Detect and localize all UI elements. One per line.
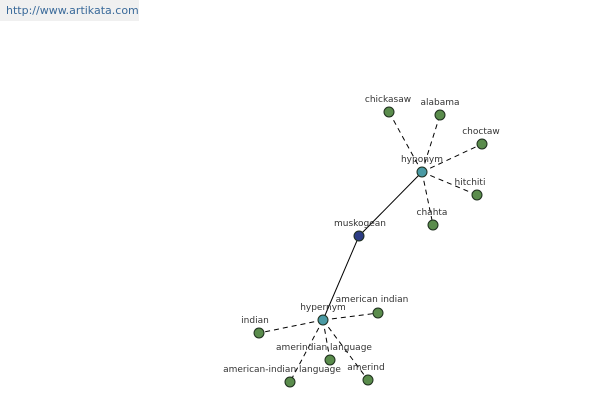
- node: [324, 354, 336, 366]
- node: [253, 327, 265, 339]
- node-label: amerind: [347, 363, 384, 373]
- node-label: american-indian language: [223, 365, 341, 375]
- node-label: choctaw: [462, 127, 500, 137]
- dashed-edge: [421, 114, 441, 173]
- site-url[interactable]: http://www.artikata.com: [0, 0, 139, 21]
- node: [416, 166, 428, 178]
- edge: [322, 235, 360, 321]
- node: [362, 374, 374, 386]
- node-label: chahta: [417, 208, 448, 218]
- node-label: american indian: [336, 295, 409, 305]
- node: [317, 314, 329, 326]
- dashed-edge: [421, 143, 483, 173]
- node-label: amerindian language: [276, 343, 372, 353]
- node: [427, 219, 439, 231]
- dashed-edge: [258, 319, 324, 334]
- node-label: hyponym: [401, 155, 443, 165]
- node: [476, 138, 488, 150]
- node-label: muskogean: [334, 219, 386, 229]
- node-label: hypernym: [300, 303, 346, 313]
- dashed-edge: [421, 171, 478, 196]
- dashed-edge: [322, 319, 331, 361]
- node: [434, 109, 446, 121]
- node: [383, 106, 395, 118]
- node-label: indian: [241, 316, 269, 326]
- node: [353, 230, 365, 242]
- dashed-edge: [421, 171, 434, 226]
- node-label: chickasaw: [365, 95, 411, 105]
- dashed-edge: [322, 312, 379, 321]
- dashed-edge: [322, 319, 369, 381]
- dashed-edge: [289, 319, 324, 383]
- node: [471, 189, 483, 201]
- node: [372, 307, 384, 319]
- node-label: alabama: [420, 98, 459, 108]
- node-label: hitchiti: [455, 178, 486, 188]
- node: [284, 376, 296, 388]
- edge: [358, 171, 423, 237]
- dashed-edge: [388, 111, 423, 173]
